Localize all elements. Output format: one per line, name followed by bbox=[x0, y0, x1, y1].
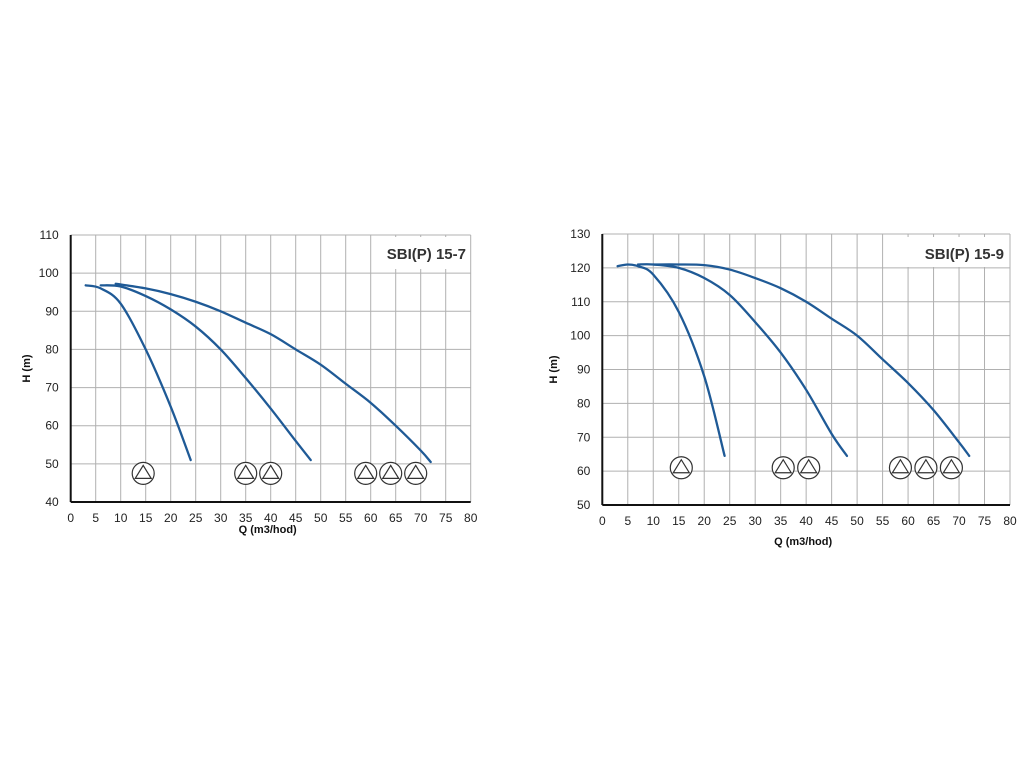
y-tick-label: 60 bbox=[45, 419, 59, 433]
x-tick-label: 65 bbox=[389, 511, 403, 525]
pump-curve-2 bbox=[636, 263, 849, 458]
title-background bbox=[374, 237, 470, 269]
x-tick-label: 0 bbox=[599, 514, 606, 528]
y-tick-label: 40 bbox=[45, 495, 59, 509]
x-tick-label: 25 bbox=[723, 514, 737, 528]
pump-triangle bbox=[672, 458, 691, 474]
x-tick-label: 35 bbox=[774, 514, 788, 528]
x-tick-label: 65 bbox=[927, 514, 941, 528]
pump-triangle bbox=[356, 464, 375, 479]
pump-icon bbox=[259, 461, 283, 485]
pump-triangle bbox=[134, 464, 153, 479]
x-tick-label: 70 bbox=[414, 511, 428, 525]
x-tick-label: 15 bbox=[139, 511, 153, 525]
y-tick-label: 80 bbox=[45, 342, 59, 356]
y-tick-label: 100 bbox=[570, 329, 590, 343]
pump-icon bbox=[131, 461, 155, 485]
pump-triangle bbox=[891, 458, 910, 474]
pump-triangle bbox=[261, 464, 280, 479]
x-tick-label: 50 bbox=[314, 511, 328, 525]
x-tick-label: 75 bbox=[978, 514, 992, 528]
pump-curve-3 bbox=[652, 263, 971, 458]
y-tick-label: 110 bbox=[571, 295, 590, 309]
pump-triangle bbox=[799, 458, 818, 474]
x-tick-label: 80 bbox=[464, 511, 478, 525]
x-tick-label: 55 bbox=[339, 511, 353, 525]
pump-icon bbox=[234, 461, 258, 485]
x-tick-label: 45 bbox=[289, 511, 303, 525]
x-tick-label: 50 bbox=[850, 514, 864, 528]
pump-icon bbox=[669, 456, 693, 480]
x-tick-label: 10 bbox=[647, 514, 661, 528]
y-axis-label: H (m) bbox=[548, 355, 560, 383]
chart-title: SBI(P) 15-7 bbox=[387, 246, 466, 263]
x-tick-label: 40 bbox=[264, 511, 278, 525]
chart-2: 0 5 10 15 20 25 30 35 40 45 50 55 60 65 70 75 80 50 60 70 80… bbox=[548, 227, 1017, 548]
x-tick-label: 0 bbox=[67, 511, 74, 525]
pump-triangle bbox=[916, 458, 935, 474]
pump-triangle bbox=[236, 464, 255, 479]
pump-icon bbox=[379, 461, 403, 485]
pump-icon bbox=[888, 456, 913, 480]
y-tick-label: 50 bbox=[45, 457, 59, 471]
pump-icon bbox=[939, 456, 963, 480]
pump-icon bbox=[797, 456, 821, 480]
x-axis-label: Q (m3/hod) bbox=[239, 524, 297, 536]
y-tick-label: 50 bbox=[577, 498, 591, 512]
y-tick-label: 100 bbox=[39, 266, 59, 280]
title-background bbox=[907, 237, 1008, 267]
x-tick-label: 55 bbox=[876, 514, 890, 528]
y-tick-label: 90 bbox=[577, 363, 591, 377]
pump-triangle bbox=[774, 458, 793, 474]
x-tick-label: 5 bbox=[92, 511, 99, 525]
x-axis-label: Q (m3/hod) bbox=[774, 536, 832, 548]
x-tick-label: 35 bbox=[239, 511, 253, 525]
y-tick-label: 70 bbox=[577, 430, 591, 444]
chart-title: SBI(P) 15-9 bbox=[925, 246, 1004, 263]
pump-curve-1 bbox=[84, 284, 192, 462]
x-tick-label: 30 bbox=[749, 514, 763, 528]
pump-triangle bbox=[942, 458, 961, 474]
x-tick-label: 45 bbox=[825, 514, 839, 528]
x-tick-label: 75 bbox=[439, 511, 453, 525]
y-tick-label: 110 bbox=[40, 228, 59, 242]
x-tick-label: 60 bbox=[901, 514, 915, 528]
pump-triangle bbox=[381, 464, 400, 479]
pump-icon bbox=[771, 456, 795, 480]
y-tick-label: 70 bbox=[45, 381, 59, 395]
y-tick-label: 120 bbox=[570, 261, 590, 275]
x-tick-label: 80 bbox=[1003, 514, 1017, 528]
x-tick-label: 30 bbox=[214, 511, 228, 525]
x-tick-label: 5 bbox=[624, 514, 631, 528]
y-tick-label: 130 bbox=[570, 227, 590, 241]
x-tick-label: 20 bbox=[164, 511, 178, 525]
x-tick-label: 25 bbox=[189, 511, 203, 525]
x-tick-label: 40 bbox=[799, 514, 813, 528]
pump-curve-2 bbox=[99, 284, 312, 462]
y-tick-label: 80 bbox=[577, 396, 591, 410]
pump-icon bbox=[354, 461, 378, 485]
pump-curve-1 bbox=[616, 263, 726, 458]
chart-1: 0 5 10 15 20 25 30 35 40 45 50 55 60 65 70 75 80 40 50 60 70… bbox=[21, 228, 478, 536]
x-tick-label: 10 bbox=[114, 511, 128, 525]
y-tick-label: 60 bbox=[577, 464, 591, 478]
x-tick-label: 20 bbox=[698, 514, 712, 528]
x-tick-label: 15 bbox=[672, 514, 686, 528]
pump-icon bbox=[404, 461, 428, 485]
pump-triangle bbox=[406, 464, 425, 479]
pump-icon bbox=[914, 456, 938, 480]
x-tick-label: 60 bbox=[364, 511, 378, 525]
pump-curve-3 bbox=[114, 282, 432, 464]
x-tick-label: 70 bbox=[952, 514, 966, 528]
y-tick-label: 90 bbox=[45, 304, 59, 318]
y-axis-label: H (m) bbox=[21, 354, 33, 382]
